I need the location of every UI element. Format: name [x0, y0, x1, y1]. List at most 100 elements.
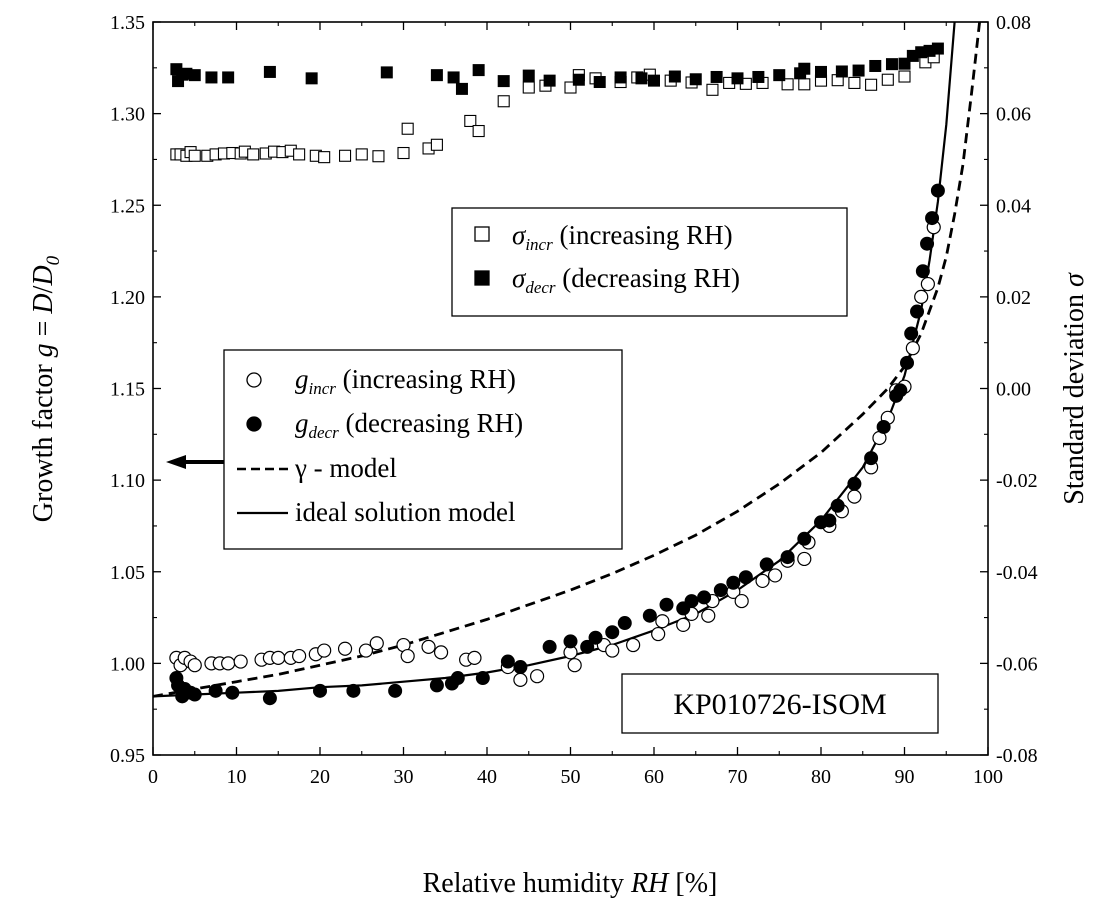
y-left-tick-label: 1.35 [110, 12, 145, 34]
x-tick-label: 70 [728, 766, 748, 788]
g-decr-point [429, 678, 444, 693]
y-right-tick-label: 0.08 [996, 12, 1031, 34]
sigma-incr-point [881, 73, 894, 86]
g-decr-point [563, 634, 578, 649]
g-decr-point [187, 687, 202, 702]
x-tick-label: 60 [644, 766, 664, 788]
y-left-tick-label: 1.00 [110, 653, 145, 675]
sigma-decr-point [593, 76, 606, 89]
g-incr-point [433, 645, 449, 660]
legend-g-decr: gdecr (decreasing RH) [295, 408, 523, 442]
sigma-decr-point [773, 69, 786, 82]
sigma-decr-point [263, 65, 276, 78]
g-decr-point [500, 654, 515, 669]
sample-label: KP010726-ISOM [673, 688, 886, 721]
g-incr-point [317, 643, 332, 658]
y-left-tick-label: 1.05 [110, 562, 145, 584]
g-decr-point [759, 557, 774, 572]
g-decr-point [450, 671, 465, 686]
g-decr-point [713, 583, 728, 598]
gamma-model-curve [153, 22, 981, 698]
g-decr-point [684, 594, 699, 609]
g-incr-point [400, 648, 415, 664]
g-decr-point [797, 531, 812, 546]
g-incr-point [529, 669, 545, 684]
g-decr-point [346, 683, 361, 698]
g-decr-point [588, 630, 603, 645]
g-incr-point [655, 614, 670, 629]
g-decr-point [904, 326, 919, 341]
sigma-incr-point [522, 81, 535, 94]
sigma-decr-point [497, 75, 510, 88]
sigma-decr-point [898, 57, 911, 70]
g-decr-point [262, 691, 277, 706]
g-decr-point [726, 575, 741, 590]
sigma-decr-point [635, 72, 648, 85]
sigma-decr-point [614, 71, 627, 84]
g-incr-point [358, 643, 374, 658]
g-incr-point [905, 341, 920, 356]
g-incr-point [847, 489, 862, 504]
sigma-decr-point [447, 71, 460, 84]
x-tick-label: 0 [148, 766, 158, 788]
sigma-incr-point [397, 146, 410, 160]
g-decr-point [822, 513, 837, 528]
g-decr-point [830, 498, 845, 513]
axis-ticks [152, 21, 989, 756]
g-incr-point [651, 626, 666, 642]
g-decr-point [475, 671, 490, 686]
y-right-tick-label: -0.04 [996, 562, 1038, 584]
g-incr-point [187, 658, 202, 673]
sigma-incr-point [355, 148, 368, 161]
sigma-decr-point [798, 62, 811, 75]
g-incr-point [920, 276, 935, 292]
g-incr-point [755, 573, 770, 589]
sigma-incr-point [338, 149, 352, 162]
g-incr-point [513, 672, 528, 687]
g-incr-point [271, 650, 286, 665]
tick-labels: 0 10 20 30 40 50 60 70 80 90 100 0.95 1.00 1.05 1.10 1.… [110, 12, 1038, 788]
x-tick-label: 80 [811, 766, 831, 788]
sigma-decr-point [815, 65, 827, 78]
y-right-tick-label: -0.02 [996, 470, 1038, 492]
legend-gamma-model: γ - model [294, 453, 397, 483]
sigma-decr-point [835, 65, 848, 78]
legend-g-incr: gincr (increasing RH) [295, 364, 516, 398]
sigma-incr-point [497, 95, 510, 108]
g-decr-point [876, 419, 891, 434]
legend-g: gincr (increasing RH) gdecr (decreasing … [223, 349, 623, 550]
x-tick-label: 100 [973, 766, 1003, 788]
data-markers [169, 42, 945, 706]
sigma-incr-point [401, 122, 414, 135]
sigma-decr-point [472, 64, 485, 77]
g-decr-point [697, 590, 712, 605]
y-right-axis-title: Standard deviation σ [1059, 272, 1090, 505]
g-decr-point [580, 639, 595, 654]
g-decr-point [780, 550, 795, 565]
sigma-decr-point [885, 58, 898, 71]
sigma-decr-point [188, 69, 201, 82]
sigma-decr-point [931, 42, 944, 55]
sigma-decr-point [869, 59, 882, 72]
legend-open-circle-marker [246, 372, 262, 388]
sigma-decr-point [305, 72, 318, 85]
sigma-decr-point [689, 73, 702, 86]
sigma-incr-point [372, 150, 385, 163]
g-incr-point [337, 641, 353, 656]
sigma-incr-point [848, 76, 861, 89]
legend-sigma: σincr (increasing RH) σdecr (decreasing … [451, 207, 848, 317]
g-decr-point [208, 683, 223, 698]
y-left-tick-label: 1.20 [110, 287, 145, 309]
g-decr-point [542, 639, 557, 654]
sigma-decr-point [731, 72, 744, 85]
sigma-decr-point [852, 64, 865, 77]
g-incr-point [734, 593, 749, 609]
sample-label-box: KP010726-ISOM [621, 673, 939, 734]
g-decr-point [605, 625, 620, 640]
y-left-tick-label: 1.10 [110, 470, 145, 492]
g-decr-point [925, 211, 940, 226]
g-incr-point [701, 608, 716, 623]
sigma-incr-point [564, 81, 577, 94]
x-tick-label: 10 [227, 766, 247, 788]
